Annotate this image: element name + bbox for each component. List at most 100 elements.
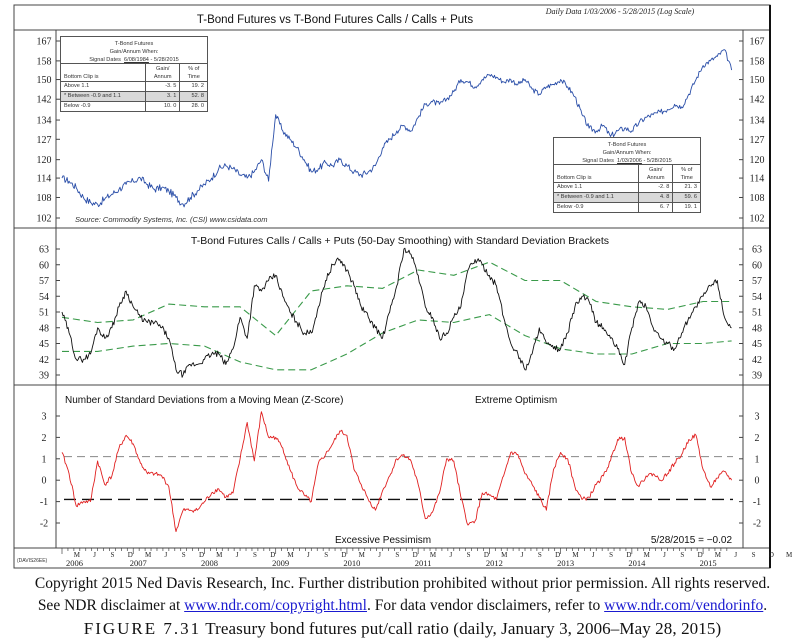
column-header: % of Time — [179, 64, 207, 82]
table-header-row: Bottom Clip is Gain/ Annum% of Time — [554, 165, 700, 183]
y-tick-label-left: 0 — [42, 476, 47, 487]
y-tick-label-right: 60 — [752, 260, 762, 271]
y-tick-label-left: 167 — [37, 37, 52, 48]
chart-figure: T-Bond Futures vs T-Bond Futures Calls /… — [13, 4, 793, 569]
table-row: Above 1.1 -3. 5 19. 2 — [61, 81, 207, 92]
month-label: M — [359, 551, 366, 559]
month-label: J — [521, 551, 524, 559]
y-tick-label-right: 3 — [755, 412, 760, 423]
column-header: Bottom Clip is — [557, 175, 592, 181]
y-tick-label-left: 54 — [39, 292, 49, 303]
month-label: S — [752, 551, 756, 559]
y-tick-label-right: 114 — [750, 174, 765, 185]
stats-table-subtitle: Gain/Annum When: — [109, 49, 159, 55]
year-label: 2008 — [201, 558, 218, 568]
month-label: J — [236, 551, 239, 559]
signal-end-date: - 5/28/2015 — [150, 57, 179, 63]
stats-table-grid: Bottom Clip is Gain/ Annum% of Time Above… — [61, 64, 207, 111]
column-header: % of Time — [672, 165, 700, 183]
disclaimer-text: . — [763, 597, 768, 614]
panel3-title: Number of Standard Deviations from a Mov… — [65, 395, 343, 406]
y-tick-label-left: 108 — [37, 193, 52, 204]
month-label: J — [734, 551, 737, 559]
gain-cell: 3. 1 — [144, 91, 180, 102]
month-label: D — [413, 551, 418, 559]
excessive-pessimism-label: Excessive Pessimism — [335, 535, 431, 546]
month-label: S — [395, 551, 399, 559]
y-tick-label-left: 45 — [39, 339, 49, 350]
y-tick-label-left: 102 — [37, 214, 52, 225]
gain-cell: -2. 8 — [637, 182, 673, 193]
y-tick-label-left: 51 — [39, 308, 49, 319]
y-tick-label-right: 63 — [752, 245, 762, 256]
month-label: M — [145, 551, 152, 559]
table-row: Below -0.9 6. 7 19. 1 — [554, 202, 700, 212]
time-cell: 28. 0 — [179, 101, 207, 111]
copyright-link[interactable]: www.ndr.com/copyright.html — [184, 597, 367, 614]
stats-table-2006: T-Bond Futures Gain/Annum When: Signal D… — [553, 137, 701, 213]
month-label: S — [680, 551, 684, 559]
time-cell: 52. 8 — [179, 91, 207, 102]
stats-table-header: T-Bond Futures Gain/Annum When: Signal D… — [554, 138, 700, 165]
year-label: 2006 — [66, 558, 83, 568]
y-tick-label-right: 102 — [750, 214, 765, 225]
chart-code: (DAVIS26EE) — [17, 558, 48, 564]
y-tick-label-right: 57 — [752, 276, 762, 287]
y-tick-label-right: 120 — [750, 155, 765, 166]
year-label: 2007 — [130, 558, 147, 568]
y-tick-label-right: 42 — [752, 355, 762, 366]
year-label: 2014 — [628, 558, 646, 568]
y-tick-label-left: 142 — [37, 95, 52, 106]
row-label: Above 1.1 — [554, 182, 639, 193]
time-cell: 19. 2 — [179, 81, 207, 92]
panel2-title: T-Bond Futures Calls / Calls + Puts (50-… — [191, 235, 609, 247]
y-tick-label-left: 120 — [37, 155, 52, 166]
extreme-optimism-label: Extreme Optimism — [475, 395, 557, 406]
call-put-ratio-line — [61, 247, 732, 378]
y-tick-label-left: -2 — [40, 519, 48, 530]
gain-cell: 6. 7 — [637, 202, 673, 212]
disclaimer-text: See NDR disclaimer at — [37, 597, 185, 614]
month-label: D — [484, 551, 489, 559]
month-label: M — [74, 551, 81, 559]
y-tick-label-left: 3 — [42, 412, 47, 423]
year-label: 2009 — [272, 558, 289, 568]
month-label: M — [786, 551, 793, 559]
y-tick-label-left: 2 — [42, 433, 47, 444]
y-tick-label-left: 42 — [39, 355, 49, 366]
tbond-futures-line — [61, 49, 733, 208]
month-label: D — [769, 551, 774, 559]
panel1-title: T-Bond Futures vs T-Bond Futures Calls /… — [197, 14, 473, 26]
year-label: 2015 — [700, 558, 717, 568]
year-label: 2012 — [486, 558, 503, 568]
month-label: J — [165, 551, 168, 559]
month-label: J — [93, 551, 96, 559]
y-tick-label-left: 127 — [37, 135, 52, 146]
gain-cell: 4. 8 — [637, 192, 673, 203]
month-label: J — [449, 551, 452, 559]
stats-table-header: T-Bond Futures Gain/Annum When: Signal D… — [61, 37, 207, 64]
latest-value-label: 5/28/2015 = −0.02 — [651, 535, 733, 546]
table-row: * Between -0.9 and 1.1 3. 1 52. 8 — [61, 91, 207, 102]
table-row: * Between -0.9 and 1.1 4. 8 59. 6 — [554, 192, 700, 203]
month-label: S — [253, 551, 257, 559]
month-label: J — [378, 551, 381, 559]
month-label: M — [287, 551, 294, 559]
stats-table-1984: T-Bond Futures Gain/Annum When: Signal D… — [60, 36, 208, 112]
y-tick-label-right: 142 — [750, 95, 765, 106]
chart-subtitle: Daily Data 1/03/2006 - 5/28/2015 (Log Sc… — [545, 7, 695, 16]
month-label: D — [270, 551, 275, 559]
y-tick-label-right: 167 — [750, 37, 765, 48]
month-label: D — [341, 551, 346, 559]
y-tick-label-left: 150 — [37, 75, 52, 86]
y-tick-label-left: 134 — [37, 116, 52, 127]
y-tick-label-right: 2 — [755, 433, 760, 444]
vendorinfo-link[interactable]: www.ndr.com/vendorinfo — [604, 597, 764, 614]
signal-start-date: 6/08/1984 — [124, 57, 149, 63]
month-label: M — [644, 551, 651, 559]
figure-text: Treasury bond futures put/call ratio (da… — [201, 619, 722, 638]
month-label: D — [199, 551, 204, 559]
stats-table-grid: Bottom Clip is Gain/ Annum% of Time Above… — [554, 165, 700, 212]
